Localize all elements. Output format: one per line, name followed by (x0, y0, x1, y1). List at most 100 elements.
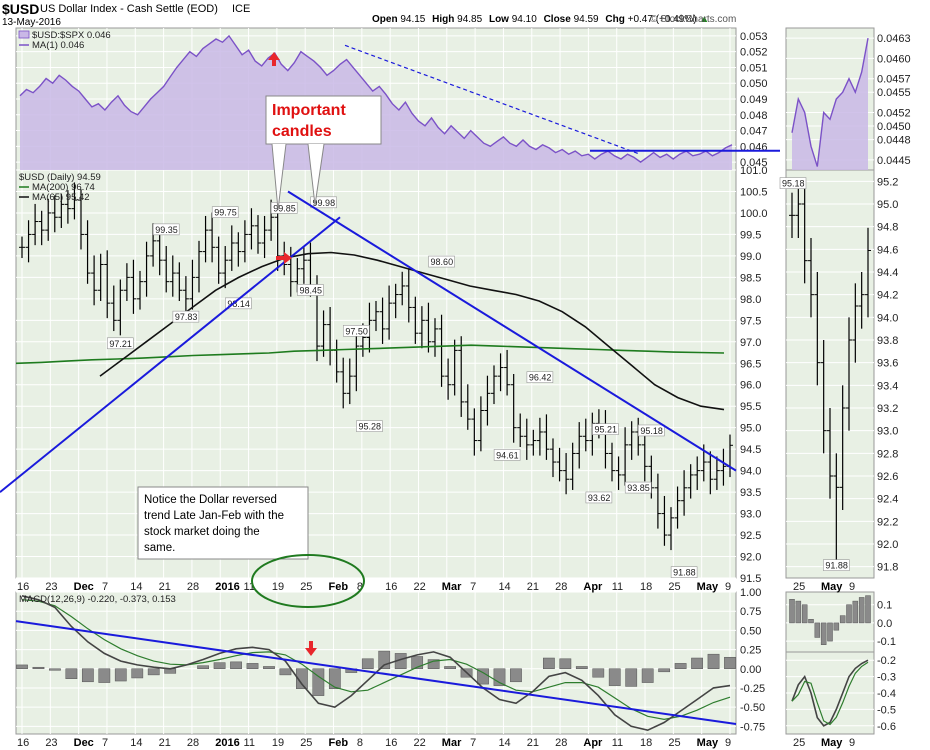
zoom-macd-xtick-label: May (821, 737, 843, 749)
macd-hist-bar (98, 668, 111, 683)
macd-xtick-label: Feb (329, 737, 349, 749)
macd-hist-bar (559, 658, 572, 670)
macd-hist-bar (312, 668, 325, 696)
macd-xtick-label: 11 (612, 737, 623, 749)
zoom-price-ytick-label: 95.2 (877, 176, 898, 188)
price-xtick-label: 7 (102, 581, 108, 593)
zoom-price-ytick-label: 93.8 (877, 335, 898, 347)
price-xtick-label: 11 (244, 581, 255, 593)
macd-hist-bar (641, 668, 654, 683)
price-callout-label: 99.85 (273, 203, 296, 213)
price-legend-2: MA(200) 96.74 (32, 182, 95, 193)
macd-xtick-label: 23 (45, 737, 57, 749)
price-xtick-label: 21 (527, 581, 539, 593)
macd-ytick-label: -0.25 (740, 683, 765, 695)
price-callout-label: 96.42 (529, 373, 552, 383)
zoom-hist-bar (789, 599, 795, 624)
price-legend-3: MA(65) 95.42 (32, 192, 90, 203)
zoom-price-ytick-label: 94.2 (877, 290, 898, 302)
price-callout-box (428, 255, 455, 268)
ratio-line (19, 34, 733, 163)
zoom-macd-ytick-label: -0.2 (877, 655, 896, 667)
price-xtick-label: 28 (555, 581, 567, 593)
open-value: 94.15 (400, 14, 426, 25)
macd-hist-bar (608, 668, 621, 686)
zoom-low-label: 91.88 (825, 561, 848, 571)
price-xtick-label: Mar (442, 581, 462, 593)
macd-hist-bar (65, 668, 78, 679)
price-callout-label: 94.61 (496, 450, 519, 460)
macd-ytick-label: -0.75 (740, 721, 765, 733)
macd-hist-bar (658, 668, 671, 673)
price-callout-label: 99.98 (313, 198, 336, 208)
close-label: Close (543, 14, 571, 25)
macd-signal-line (21, 599, 731, 721)
close-value: 94.59 (573, 14, 599, 25)
ratio-ytick-label: 0.049 (740, 94, 768, 106)
price-callout-label: 97.21 (109, 339, 132, 349)
price-xtick-label: May (697, 581, 719, 593)
zoom-macd-ytick-label: -0.6 (877, 721, 896, 733)
ma200-line (15, 344, 725, 365)
ratio-ytick-label: 0.045 (740, 157, 768, 169)
price-callout-box (624, 481, 652, 494)
macd-hist-bar (32, 666, 45, 670)
callout-pointer-1 (271, 143, 287, 211)
price-callout-box (310, 196, 337, 209)
zoom-high-label: 95.18 (782, 179, 805, 189)
price-ytick-label: 92.0 (740, 552, 761, 564)
macd-hist-bar (197, 665, 209, 670)
macd-hist-bar (510, 668, 522, 683)
zoom-price-ytick-label: 93.0 (877, 426, 898, 438)
instrument-name: US Dollar Index - Cash Settle (EOD) (40, 3, 218, 15)
price-ytick-label: 93.5 (740, 487, 761, 499)
macd-xtick-label: Dec (74, 737, 94, 749)
zoom-low-box (823, 559, 850, 571)
zoom-price-ytick-label: 94.4 (877, 267, 898, 279)
macd-hist-bar (674, 663, 687, 670)
low-label: Low (488, 14, 509, 25)
macd-xtick-label: 25 (668, 737, 680, 749)
zoom-ratio-ytick-label: 0.0445 (877, 155, 911, 167)
ratio-legend-1: $USD:$SPX 0.046 (32, 30, 111, 41)
price-callout-box (585, 491, 613, 504)
note-line3: stock market doing the (144, 526, 260, 538)
price-callout-label: 98.14 (227, 299, 250, 309)
zoom-price-ytick-label: 92.8 (877, 448, 898, 460)
ratio-ytick-label: 0.051 (740, 62, 768, 74)
macd-hist-bar (444, 666, 456, 670)
macd-hist-bar (81, 668, 94, 683)
zoom-price-ytick-label: 91.8 (877, 562, 898, 574)
zoom-macd-xtick-label: 25 (793, 737, 805, 749)
zoom-macd-line (791, 659, 869, 727)
price-callout-box (356, 420, 383, 432)
zoom-price-ytick-label: 92.4 (877, 494, 898, 506)
price-xtick-label: 19 (272, 581, 284, 593)
macd-hist-bar (707, 653, 720, 670)
price-callout-box (526, 371, 554, 383)
zoom-price-ytick-label: 93.2 (877, 403, 898, 415)
macd-xtick-label: 11 (244, 737, 255, 749)
macd-xtick-label: 28 (187, 737, 199, 749)
zoom-macd-xtick-label: 9 (849, 737, 855, 749)
macd-xtick-label: 21 (159, 737, 171, 749)
price-callout-label: 99.35 (155, 225, 178, 235)
price-ytick-label: 101.0 (740, 165, 768, 177)
zoom-ratio-ytick-label: 0.0457 (877, 74, 911, 86)
price-xtick-label: 14 (498, 581, 510, 593)
chg-up-icon: ▲ (699, 14, 710, 25)
macd-hist-bar (411, 656, 424, 670)
note-callout: Notice the Dollar reversed trend Late Ja… (137, 486, 309, 560)
macd-xtick-label: 25 (300, 737, 312, 749)
price-xtick-label: 25 (668, 581, 680, 593)
macd-xtick-label: 9 (725, 737, 731, 749)
price-callout-box (172, 310, 200, 323)
price-xtick-label: 28 (187, 581, 199, 593)
price-callout-box (493, 449, 521, 461)
price-callout-box (225, 297, 252, 310)
macd-hist-bar (114, 668, 127, 682)
price-ytick-label: 96.5 (740, 358, 761, 370)
zoom-hist-bar (827, 622, 833, 642)
price-ytick-label: 98.0 (740, 294, 761, 306)
note-line4: same. (144, 542, 175, 554)
